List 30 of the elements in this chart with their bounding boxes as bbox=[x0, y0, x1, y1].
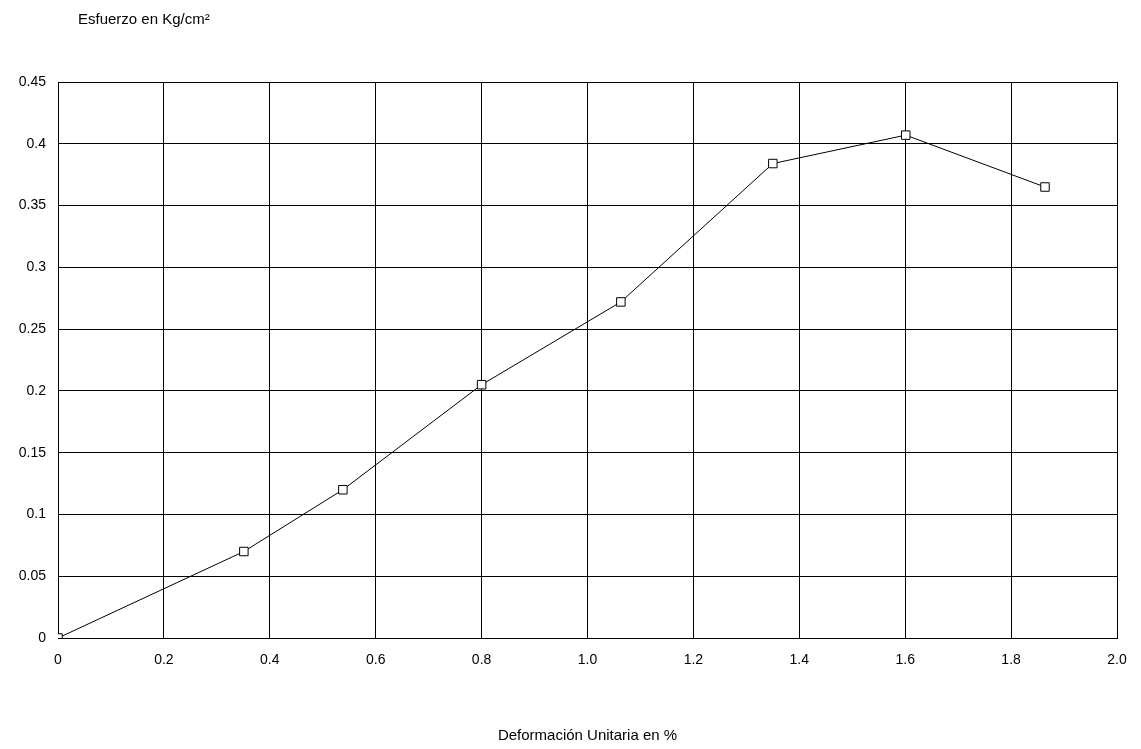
y-tick-label: 0.45 bbox=[18, 72, 47, 89]
y-tick-label: 0.25 bbox=[18, 319, 47, 336]
point bbox=[476, 379, 487, 390]
y-axis-title: Esfuerzo en Kg/cm² bbox=[78, 10, 210, 27]
x-tick-label: 0.2 bbox=[154, 651, 174, 668]
y-tick-label: 0.2 bbox=[26, 381, 47, 398]
x-tick-label: 1.6 bbox=[895, 651, 916, 668]
y-tick-label: 0.4 bbox=[26, 134, 47, 151]
point bbox=[900, 130, 911, 140]
y-tick-label: 0.15 bbox=[18, 443, 47, 460]
x-tick-label: 2.0 bbox=[1107, 651, 1127, 668]
point bbox=[616, 297, 626, 307]
x-tick-label: 0.6 bbox=[365, 651, 386, 668]
x-tick-label: 0 bbox=[54, 651, 63, 668]
y-tick-label: 0.05 bbox=[18, 567, 47, 584]
x-tick-label: 1.4 bbox=[789, 651, 810, 668]
y-tick-label: 0.3 bbox=[26, 258, 47, 275]
y-tick-label: 0 bbox=[38, 628, 47, 645]
y-tick-label: 0.1 bbox=[26, 505, 47, 522]
x-tick-label: 0.8 bbox=[471, 651, 492, 668]
x-tick-label: 1.8 bbox=[1001, 651, 1022, 668]
point bbox=[1040, 182, 1050, 192]
x-tick-label: 1.0 bbox=[577, 651, 598, 668]
x-tick-label: 0.4 bbox=[260, 651, 280, 668]
point bbox=[239, 546, 249, 557]
x-axis-title: Deformación Unitaria en % bbox=[497, 726, 678, 744]
y-tick-label: 0.35 bbox=[18, 196, 47, 213]
point bbox=[768, 158, 778, 169]
point bbox=[338, 484, 348, 495]
x-tick-label: 1.2 bbox=[683, 651, 704, 668]
